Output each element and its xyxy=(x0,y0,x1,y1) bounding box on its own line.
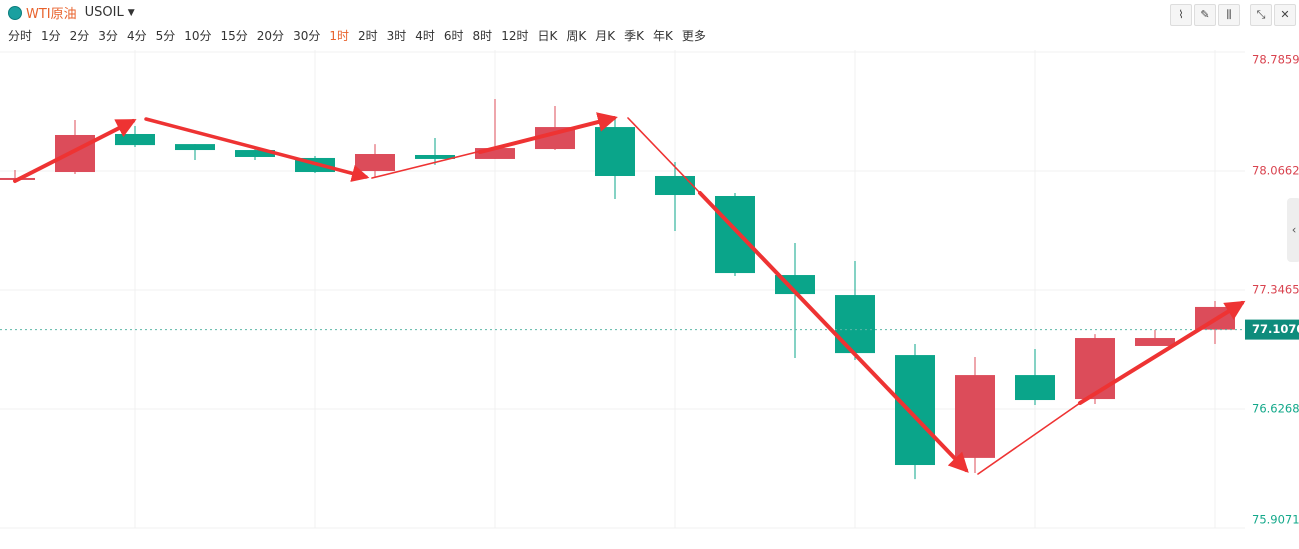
period-button[interactable]: 1时 xyxy=(329,29,349,43)
period-button[interactable]: 分时 xyxy=(8,29,33,43)
period-bar: 分时 1分 2分 3分 4分 5分 10分 15分 20分 30分 1时 2时 3时 4时 6时 8时 12时日… xyxy=(8,27,706,44)
arrow xyxy=(698,191,969,473)
period-button[interactable]: 8时 xyxy=(472,29,493,43)
candle-body xyxy=(835,295,875,354)
symbol-code: USOIL xyxy=(84,5,124,20)
candle-body xyxy=(235,150,275,157)
period-button[interactable]: 10分 xyxy=(184,29,212,43)
arrow xyxy=(144,117,370,182)
period-button[interactable]: 1分 xyxy=(41,29,61,43)
y-tick-label: 75.9071 xyxy=(1252,513,1299,527)
y-tick-label: 76.6268 xyxy=(1252,402,1299,416)
candle-body xyxy=(595,127,635,176)
time-grid xyxy=(0,50,1245,529)
candle-body xyxy=(715,196,755,274)
plot: 75.9071 76.6268 77.3465 78.0662 78.7859 77.10… xyxy=(0,53,1299,527)
period-button[interactable]: 4时 xyxy=(415,29,435,43)
period-button[interactable]: 6时 xyxy=(443,29,464,43)
symbol-name: WTI原油 xyxy=(26,7,77,22)
candle-body xyxy=(1015,375,1055,401)
candle-body xyxy=(415,154,455,159)
period-button[interactable]: 2分 xyxy=(69,29,90,43)
side-tab[interactable] xyxy=(1287,198,1299,262)
period-button[interactable]: 2时 xyxy=(357,29,378,43)
dropdown-caret: ▼ xyxy=(127,7,135,18)
tool-button[interactable]: ⤡ xyxy=(1250,4,1272,26)
period-button[interactable]: 4分 xyxy=(126,29,147,43)
y-tick-label: 78.0662 xyxy=(1252,164,1299,178)
arrow xyxy=(1078,300,1246,405)
tool-button[interactable]: ⌇ xyxy=(1170,4,1192,26)
candle-body xyxy=(955,375,995,458)
period-button[interactable]: 30分 xyxy=(293,29,321,43)
arrow xyxy=(977,402,1081,475)
symbol-title[interactable]: WTI原油 USOIL ▼ xyxy=(8,3,135,22)
arrow xyxy=(627,117,701,194)
period-button[interactable]: 周K xyxy=(566,29,587,43)
period-button[interactable]: 更多 xyxy=(681,29,706,43)
arrow xyxy=(478,112,618,154)
y-tick-label: 78.7859 xyxy=(1252,53,1299,67)
candle-body xyxy=(655,175,695,196)
candle-body xyxy=(1075,338,1115,400)
candle-body xyxy=(355,154,395,172)
symbol-icon xyxy=(8,5,22,20)
period-button[interactable]: 日K xyxy=(537,29,558,43)
toolbar: WTI原油 USOIL ▼ 分时 1分 2分 3分 4分 5分 10分 15分 20分 30分 1时… xyxy=(0,0,1299,48)
tool-button[interactable]: ✎ xyxy=(1194,4,1216,26)
period-button[interactable]: 月K xyxy=(595,29,616,43)
period-button[interactable]: 3时 xyxy=(386,29,407,43)
candle-body xyxy=(115,133,155,146)
period-button[interactable]: 3分 xyxy=(98,29,118,43)
period-button[interactable]: 5分 xyxy=(155,29,176,43)
last-price-box xyxy=(1245,319,1299,340)
close-button[interactable]: ✕ xyxy=(1274,4,1296,26)
last-price-label: 77.1070 xyxy=(1252,322,1299,336)
arrow xyxy=(13,119,137,183)
tool-button[interactable]: ⫼ xyxy=(1218,4,1240,26)
period-button[interactable]: 20分 xyxy=(256,29,285,43)
candle-body xyxy=(175,144,215,151)
candle-body xyxy=(475,148,515,159)
side-tab-icon: ‹ xyxy=(1292,223,1297,237)
period-button[interactable]: 年K xyxy=(652,29,673,43)
period-button[interactable]: 12时 xyxy=(501,29,529,43)
candle-body xyxy=(535,127,575,150)
candle-body xyxy=(895,355,935,466)
candle-body xyxy=(1135,338,1175,346)
trend-arrows xyxy=(13,112,1246,475)
period-button[interactable]: 季K xyxy=(624,29,644,43)
y-tick-label: 77.3465 xyxy=(1252,283,1299,297)
period-button[interactable]: 15分 xyxy=(220,29,248,43)
candle-body xyxy=(55,134,95,173)
